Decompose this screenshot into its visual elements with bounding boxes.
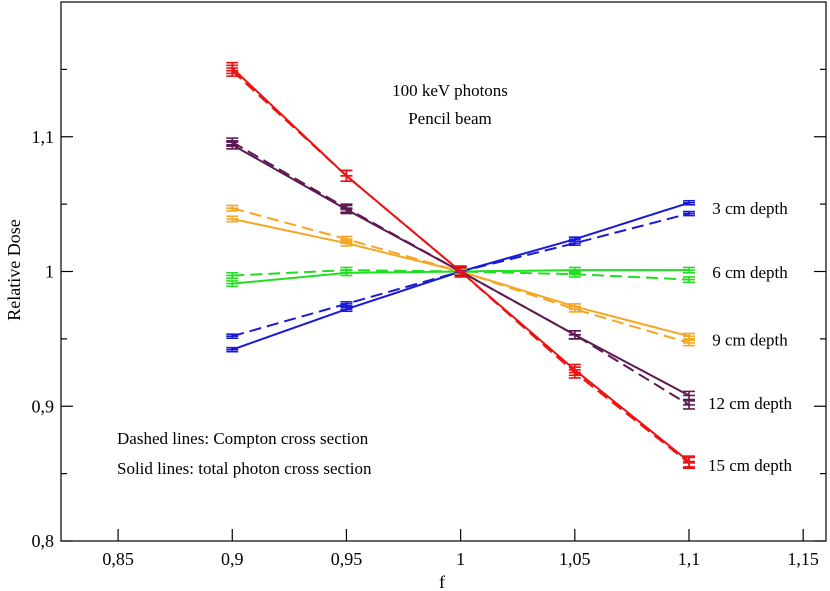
chart-title-line-2: Pencil beam xyxy=(408,109,492,128)
chart-title-line-1: 100 keV photons xyxy=(392,81,508,100)
axis-ticks: 0,85 0,9 0,95 1 1,05 1,1 1,15 0,8 0,9 1 1,1 xyxy=(32,68,826,569)
x-tick-label: 1 xyxy=(456,549,465,569)
y-tick-label: 1 xyxy=(45,262,54,282)
error-bar xyxy=(340,306,353,313)
error-bar xyxy=(226,346,239,353)
error-bar xyxy=(682,400,695,410)
error-bar xyxy=(226,333,239,340)
y-tick-label: 0,9 xyxy=(32,396,55,416)
error-bar xyxy=(226,204,239,212)
series-label-3-cm-depth: 3 cm depth xyxy=(712,199,788,218)
annotation-solid: Solid lines: total photon cross section xyxy=(117,459,372,478)
error-bar xyxy=(226,272,239,280)
series-label-9-cm-depth: 9 cm depth xyxy=(712,331,788,350)
series-label-bg xyxy=(704,392,796,414)
error-bar xyxy=(340,169,353,183)
error-bar xyxy=(682,339,695,347)
error-bar xyxy=(340,204,353,215)
series-label-6-cm-depth: 6 cm depth xyxy=(712,263,788,282)
y-tick-label: 0,8 xyxy=(32,531,55,551)
error-bar xyxy=(682,455,695,468)
error-bar xyxy=(340,239,353,247)
x-tick-label: 1,05 xyxy=(559,549,591,569)
series-label-15-cm-depth: 15 cm depth xyxy=(708,456,793,475)
series-15-cm-depth-dashed-line xyxy=(231,69,690,464)
series-layer: 3 cm depth 6 cm depth 9 cm depth 12 cm dept… xyxy=(226,61,796,476)
series-label-bg xyxy=(709,329,792,351)
error-bar xyxy=(226,139,239,150)
error-bar xyxy=(682,266,695,274)
series-label-bg xyxy=(704,454,796,476)
error-bar xyxy=(454,265,467,278)
error-bar xyxy=(226,215,239,223)
error-bar xyxy=(568,329,581,340)
x-tick-label: 0,85 xyxy=(102,549,134,569)
error-bar xyxy=(682,210,695,217)
error-bar xyxy=(340,301,353,307)
series-label-bg xyxy=(709,262,792,284)
series-label-bg xyxy=(709,198,792,220)
x-tick-label: 0,95 xyxy=(331,549,363,569)
x-axis-title: f xyxy=(439,572,445,591)
error-bar xyxy=(682,332,695,340)
series-15-cm-depth xyxy=(226,61,695,470)
y-tick-label: 1,1 xyxy=(32,127,55,147)
x-tick-label: 0,9 xyxy=(221,549,244,569)
error-bar xyxy=(340,269,353,277)
error-bar xyxy=(682,390,695,401)
series-label-12-cm-depth: 12 cm depth xyxy=(708,394,793,413)
error-bar xyxy=(568,266,581,274)
annotation-dashed: Dashed lines: Compton cross section xyxy=(117,429,369,448)
x-tick-label: 1,15 xyxy=(787,549,819,569)
error-bar xyxy=(226,61,239,75)
error-bar xyxy=(568,303,581,311)
error-bar xyxy=(226,280,239,288)
error-bar xyxy=(682,276,695,284)
y-axis-title: Relative Dose xyxy=(4,219,24,320)
error-bar xyxy=(568,363,581,377)
error-bar xyxy=(568,236,581,242)
error-bar xyxy=(682,199,695,206)
series-6-cm-depth-dashed-line xyxy=(232,269,690,281)
x-tick-label: 1,1 xyxy=(678,549,701,569)
